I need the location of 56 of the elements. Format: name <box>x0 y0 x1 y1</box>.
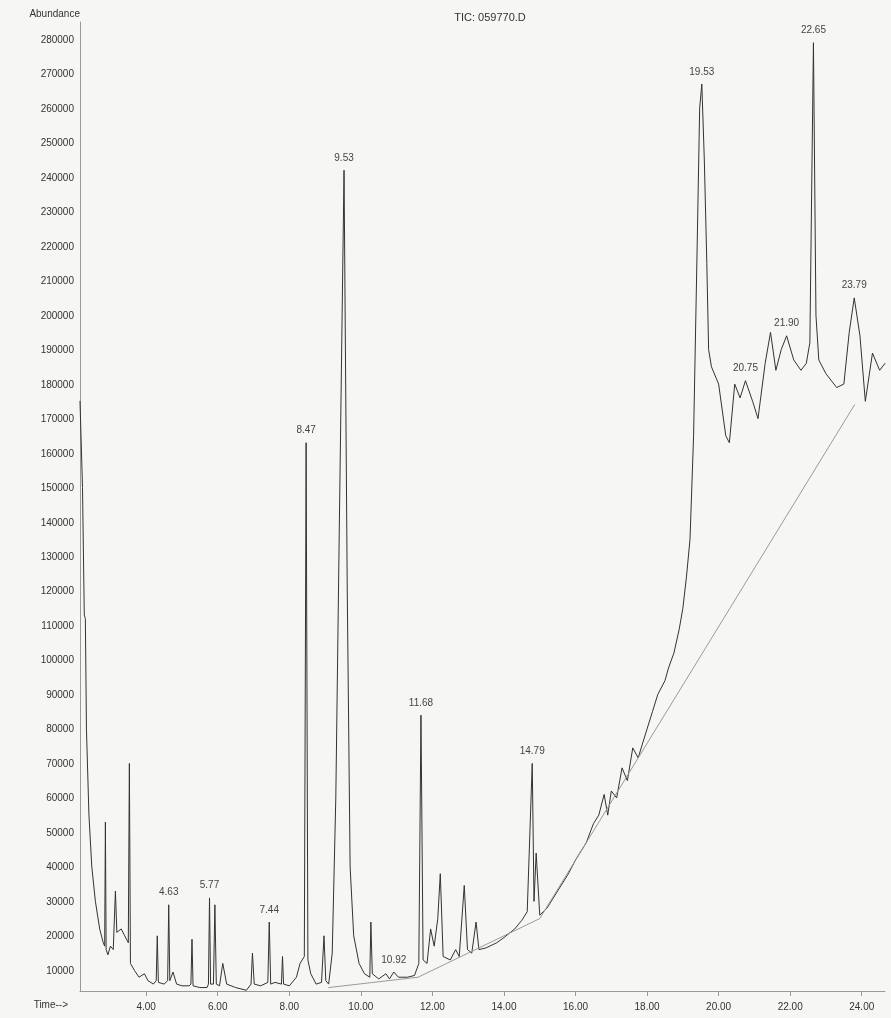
x-tick-label: 20.00 <box>706 1000 732 1012</box>
annotation: 22.65 <box>800 24 827 36</box>
annotation: 21.90 <box>774 317 800 329</box>
x-tick-label: 22.00 <box>777 1000 804 1012</box>
y-tick-label: 150000 <box>40 482 75 494</box>
x-tick-label: 8.00 <box>279 1000 300 1012</box>
x-tick-label: 18.00 <box>634 1000 661 1012</box>
annotation: 23.79 <box>841 279 868 291</box>
y-tick-label: 80000 <box>46 723 75 735</box>
x-tick-label: 6.00 <box>208 1000 228 1012</box>
x-tick-label: 12.00 <box>419 1000 446 1012</box>
y-tick-label: 160000 <box>40 447 75 459</box>
y-tick-label: 260000 <box>40 102 75 114</box>
y-tick-label: 120000 <box>40 585 75 597</box>
y-tick-label: 200000 <box>40 309 75 321</box>
y-tick-label: 250000 <box>40 137 75 149</box>
x-tick-label: 14.00 <box>491 1000 517 1012</box>
y-tick-label: 10000 <box>46 964 75 976</box>
y-tick-label: 280000 <box>40 33 75 45</box>
x-tick-label: 16.00 <box>563 1000 589 1012</box>
x-tick-label: 4.00 <box>136 1000 157 1012</box>
annotation: 20.75 <box>732 362 759 374</box>
y-tick-label: 110000 <box>41 619 75 631</box>
annotation: 7.44 <box>259 903 280 915</box>
annotation: 9.53 <box>334 151 355 163</box>
line-series <box>328 404 856 989</box>
annotation: 10.92 <box>381 953 407 965</box>
annotation: 19.53 <box>689 65 715 77</box>
annotation: 4.63 <box>158 886 179 898</box>
y-tick-label: 70000 <box>46 757 75 769</box>
x-axis-title: Time--> <box>33 998 69 1010</box>
annotation: 8.47 <box>296 424 317 436</box>
y-tick-label: 30000 <box>46 895 75 907</box>
annotation: 11.68 <box>408 696 434 708</box>
y-tick-label: 210000 <box>40 275 75 287</box>
y-tick-label: 180000 <box>40 378 75 390</box>
y-tick-label: 130000 <box>40 551 75 562</box>
y-tick-label: 190000 <box>40 344 75 356</box>
x-tick-label: 10.00 <box>348 1000 374 1012</box>
y-tick-label: 40000 <box>46 861 75 873</box>
y-tick-label: 240000 <box>40 171 75 183</box>
y-tick-label: 90000 <box>46 688 75 700</box>
y-tick-label: 220000 <box>40 240 75 252</box>
y-tick-label: 20000 <box>46 930 75 942</box>
chart-title: TIC: 059770.D <box>454 10 526 23</box>
y-axis-title: Abundance <box>29 7 81 19</box>
annotation: 5.77 <box>199 879 220 891</box>
y-tick-label: 170000 <box>40 413 75 425</box>
annotation: 14.79 <box>519 744 546 756</box>
x-tick-label: 24.00 <box>849 1000 875 1012</box>
y-tick-label: 230000 <box>40 206 75 218</box>
y-tick-label: 60000 <box>46 792 75 804</box>
y-tick-label: 100000 <box>40 654 75 666</box>
y-tick-label: 140000 <box>40 516 75 528</box>
y-tick-label: 50000 <box>46 826 75 838</box>
y-tick-label: 270000 <box>40 68 75 80</box>
